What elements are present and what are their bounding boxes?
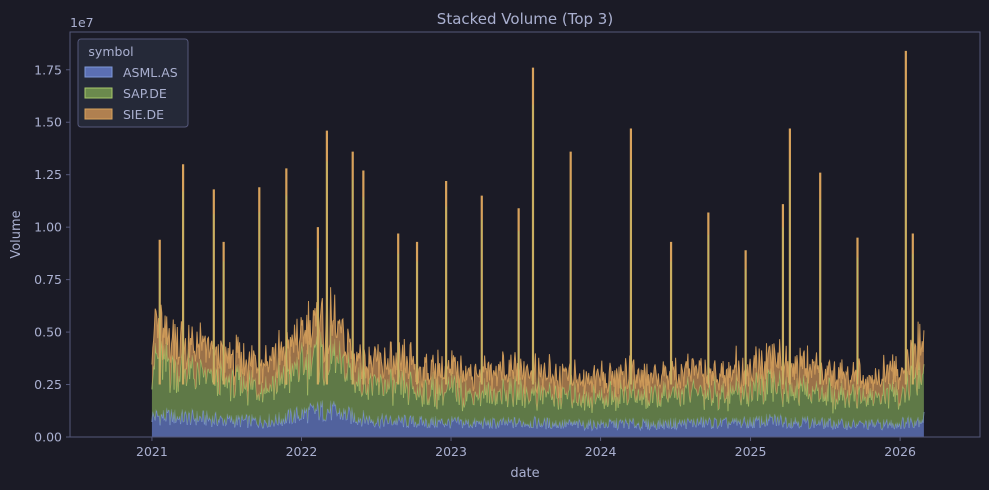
- y-tick-label: 1.75: [34, 62, 62, 77]
- legend-box: [77, 38, 189, 128]
- legend-label: ASML.AS: [123, 65, 178, 80]
- y-tick-label: 0.25: [34, 377, 62, 392]
- legend-item: SAP.DE: [84, 86, 167, 101]
- x-tick-label: 2023: [435, 444, 467, 459]
- legend-swatch: [84, 108, 113, 120]
- y-tick-label: 1.25: [34, 167, 62, 182]
- line-sie-de: [151, 287, 925, 399]
- area-sap-de: [151, 325, 924, 430]
- chart-title: Stacked Volume (Top 3): [437, 10, 613, 28]
- x-tick-label: 2026: [884, 444, 916, 459]
- legend-swatch: [84, 66, 113, 78]
- y-tick-label: 0.75: [34, 272, 62, 287]
- legend-swatch: [84, 87, 113, 99]
- x-tick-label: 2024: [585, 444, 617, 459]
- y-axis-label: Volume: [9, 210, 24, 258]
- y-tick-label: 1.00: [34, 220, 62, 235]
- stacked-areas: [151, 287, 925, 437]
- tick-labels: 2021 2022 2023 2024 2025 2026 0.00 0.25 0.50 0.75…: [34, 62, 916, 459]
- y-tick-label: 0.50: [34, 325, 62, 340]
- legend-items: ASML.AS SAP.DE SIE.DE: [84, 65, 178, 122]
- legend: symbol ASML.AS SAP.DE SIE.DE: [77, 38, 189, 128]
- legend-label: SAP.DE: [123, 86, 167, 101]
- legend-label: SIE.DE: [123, 107, 164, 122]
- area-asml-as: [151, 400, 924, 437]
- y-tick-label: 1.50: [34, 115, 62, 130]
- x-tick-label: 2025: [735, 444, 767, 459]
- y-tick-label: 0.00: [34, 430, 62, 445]
- x-axis-label: date: [510, 466, 539, 481]
- axes: [69, 31, 981, 438]
- x-tick-label: 2021: [136, 444, 168, 459]
- legend-item: ASML.AS: [84, 65, 178, 80]
- x-tick-label: 2022: [286, 444, 318, 459]
- volume-spikes: [158, 50, 914, 385]
- legend-title: symbol: [88, 44, 133, 59]
- y-axis-multiplier: 1e7: [70, 15, 94, 30]
- legend-item: SIE.DE: [84, 107, 164, 122]
- axes-frame: [69, 31, 981, 438]
